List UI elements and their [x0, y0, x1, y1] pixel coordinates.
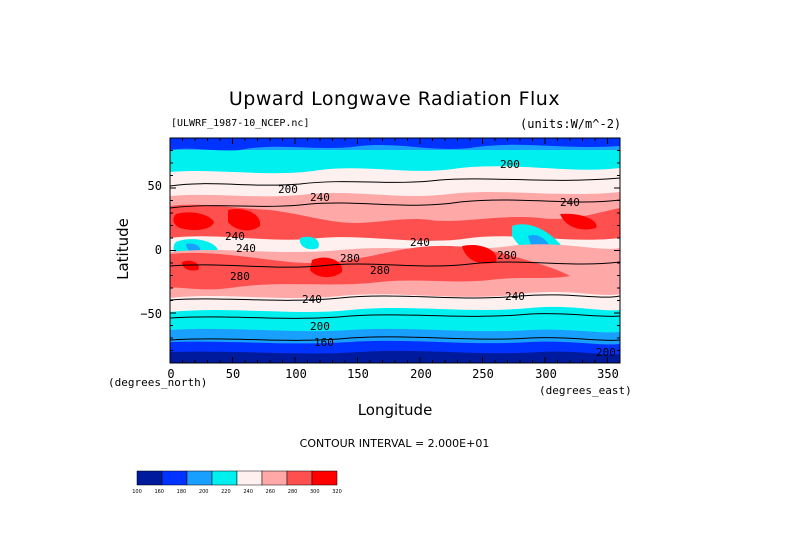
band-equator-cyan: [173, 224, 567, 267]
chart-title: Upward Longwave Radiation Flux: [228, 88, 561, 110]
contour-label-group: 200 200 240 240 240 240 240 280 280 280 …: [225, 158, 616, 359]
contour-label: 240: [225, 230, 245, 243]
colorbar-tick-label: 240: [243, 489, 253, 495]
colorbar-swatch: [136, 470, 163, 486]
colorbar-swatch: [211, 470, 238, 486]
contour-label: 240: [410, 236, 430, 249]
colorbar: 100 160 180 200 220 240 260 280 300 320: [132, 470, 342, 495]
contour-interval-text: CONTOUR INTERVAL = 2.000E+01: [299, 437, 490, 450]
band-south-deep-red: [182, 244, 497, 278]
axis-ticks: [169, 137, 621, 364]
band-south-pole: [170, 350, 620, 363]
x-tick-label: 300: [535, 367, 557, 381]
y-tick-label: 0: [154, 243, 162, 257]
contour-field: [170, 138, 620, 363]
x-tick-label: 200: [410, 367, 432, 381]
x-tick-label: 50: [225, 367, 241, 381]
units-label: (units:W/m^-2): [520, 117, 622, 131]
x-unit-label: (degrees_east): [539, 384, 632, 397]
band-north-red: [170, 204, 620, 244]
x-tick-label: 250: [472, 367, 494, 381]
colorbar-tick-label: 100: [132, 489, 142, 495]
y-tick-label: −50: [140, 307, 162, 321]
contour-line: [170, 199, 620, 209]
contour-label: 200: [596, 346, 616, 359]
contour-label: 280: [230, 270, 250, 283]
y-tick-label: 50: [147, 179, 162, 193]
x-tick-label: 350: [597, 367, 619, 381]
contour-line: [170, 177, 620, 187]
x-tick-label: 100: [285, 367, 307, 381]
contour-line: [170, 294, 620, 301]
colorbar-swatch: [236, 470, 263, 486]
contour-label: 240: [302, 293, 322, 306]
contour-label: 240: [310, 191, 330, 204]
contour-label: 200: [310, 320, 330, 333]
contour-line: [170, 336, 620, 341]
dataset-label: [ULWRF_1987-10_NCEP.nc]: [171, 118, 310, 129]
colorbar-swatch: [186, 470, 213, 486]
colorbar-swatch: [286, 470, 313, 486]
colorbar-swatch: [261, 470, 288, 486]
colorbar-tick-label: 260: [266, 489, 276, 495]
band-north-dark: [170, 138, 620, 151]
x-tick-label: 150: [347, 367, 369, 381]
contour-label: 240: [560, 196, 580, 209]
contour-line: [170, 313, 620, 319]
contour-label: 160: [314, 336, 334, 349]
contour-label: 280: [340, 252, 360, 265]
colorbar-tick-label: 180: [177, 489, 187, 495]
contour-label: 200: [500, 158, 520, 171]
x-axis-label: Longitude: [357, 401, 433, 419]
colorbar-tick-label: 200: [199, 489, 209, 495]
colorbar-tick-label: 300: [310, 489, 320, 495]
contour-label: 200: [278, 183, 298, 196]
colorbar-swatch: [311, 470, 338, 486]
contour-lines: [170, 177, 620, 341]
contour-label: 240: [236, 242, 256, 255]
colorbar-swatch: [161, 470, 188, 486]
contour-label: 280: [370, 264, 390, 277]
colorbar-tick-label: 320: [332, 489, 342, 495]
colorbar-tick-label: 220: [221, 489, 231, 495]
band-north-deep-red: [173, 208, 597, 231]
x-tick-label: 0: [167, 367, 175, 381]
colorbar-tick-label: 160: [154, 489, 164, 495]
colorbar-tick-label: 280: [288, 489, 298, 495]
contour-label: 280: [497, 249, 517, 262]
y-unit-label: (degrees_north): [108, 376, 208, 389]
contour-line: [170, 261, 620, 268]
contour-label: 240: [505, 290, 525, 303]
